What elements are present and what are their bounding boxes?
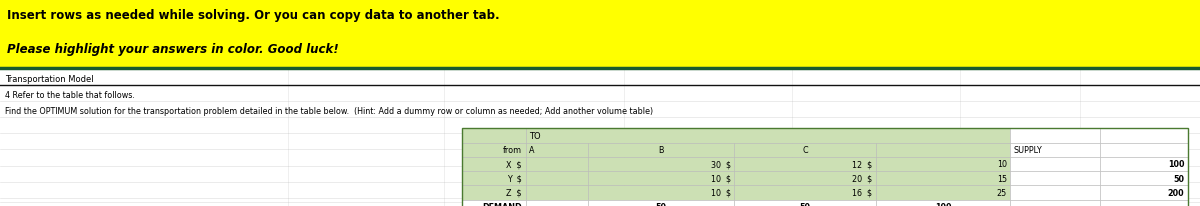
Bar [876, 171, 1010, 185]
Bar [462, 129, 526, 143]
Text: from: from [503, 145, 522, 154]
Text: 50: 50 [799, 202, 811, 206]
Bar [734, 157, 876, 171]
Text: 12  $: 12 $ [852, 160, 872, 169]
Text: 4 Refer to the table that follows.: 4 Refer to the table that follows. [5, 90, 134, 99]
Bar [588, 143, 734, 157]
Text: X  $: X $ [506, 160, 522, 169]
Bar [462, 143, 526, 157]
Bar [1010, 171, 1100, 185]
Bar [876, 143, 1010, 157]
Bar [588, 157, 734, 171]
Text: Please highlight your answers in color. Good luck!: Please highlight your answers in color. … [7, 43, 338, 56]
Text: Transportation Model: Transportation Model [5, 75, 94, 84]
Bar [526, 129, 1010, 143]
Bar [462, 171, 526, 185]
Bar [734, 185, 876, 200]
Bar [526, 157, 588, 171]
Bar [1100, 185, 1188, 200]
Bar [0, 0, 1200, 69]
Bar [1100, 200, 1188, 206]
Text: Insert rows as needed while solving. Or you can copy data to another tab.: Insert rows as needed while solving. Or … [7, 9, 500, 22]
Bar [1010, 185, 1100, 200]
Text: 20  $: 20 $ [852, 174, 872, 183]
Bar [526, 143, 588, 157]
Bar [588, 171, 734, 185]
Bar [526, 185, 588, 200]
Text: 50: 50 [1174, 174, 1184, 183]
Text: B: B [659, 145, 664, 154]
Text: 200: 200 [1168, 188, 1184, 197]
Bar [734, 171, 876, 185]
Text: Y  $: Y $ [508, 174, 522, 183]
Text: TO: TO [529, 131, 541, 140]
Text: DEMAND: DEMAND [482, 202, 522, 206]
Bar [1010, 143, 1100, 157]
Bar [462, 129, 1188, 206]
Text: Find the OPTIMUM solution for the transportation problem detailed in the table b: Find the OPTIMUM solution for the transp… [5, 107, 653, 115]
Text: SUPPLY: SUPPLY [1014, 145, 1043, 154]
Bar [1010, 129, 1100, 143]
Text: 30  $: 30 $ [710, 160, 731, 169]
Text: 10: 10 [997, 160, 1007, 169]
Bar [1100, 157, 1188, 171]
Bar [1100, 143, 1188, 157]
Text: 15: 15 [997, 174, 1007, 183]
Text: 25: 25 [996, 188, 1007, 197]
Text: 16  $: 16 $ [852, 188, 872, 197]
Bar [462, 200, 526, 206]
Text: 100: 100 [935, 202, 952, 206]
Bar [462, 185, 526, 200]
Bar [1010, 157, 1100, 171]
Bar [1010, 200, 1100, 206]
Bar [526, 171, 588, 185]
Bar [588, 185, 734, 200]
Bar [876, 157, 1010, 171]
Bar [588, 200, 734, 206]
Bar [734, 143, 876, 157]
Text: Z  $: Z $ [506, 188, 522, 197]
Text: C: C [803, 145, 808, 154]
Text: A: A [529, 145, 535, 154]
Bar [1100, 171, 1188, 185]
Bar [876, 185, 1010, 200]
Text: 100: 100 [1168, 160, 1184, 169]
Text: 10  $: 10 $ [710, 188, 731, 197]
Bar [462, 157, 526, 171]
Bar [876, 200, 1010, 206]
Text: 10  $: 10 $ [710, 174, 731, 183]
Text: 50: 50 [655, 202, 667, 206]
Bar [734, 200, 876, 206]
Bar [526, 200, 588, 206]
Bar [1100, 129, 1188, 143]
